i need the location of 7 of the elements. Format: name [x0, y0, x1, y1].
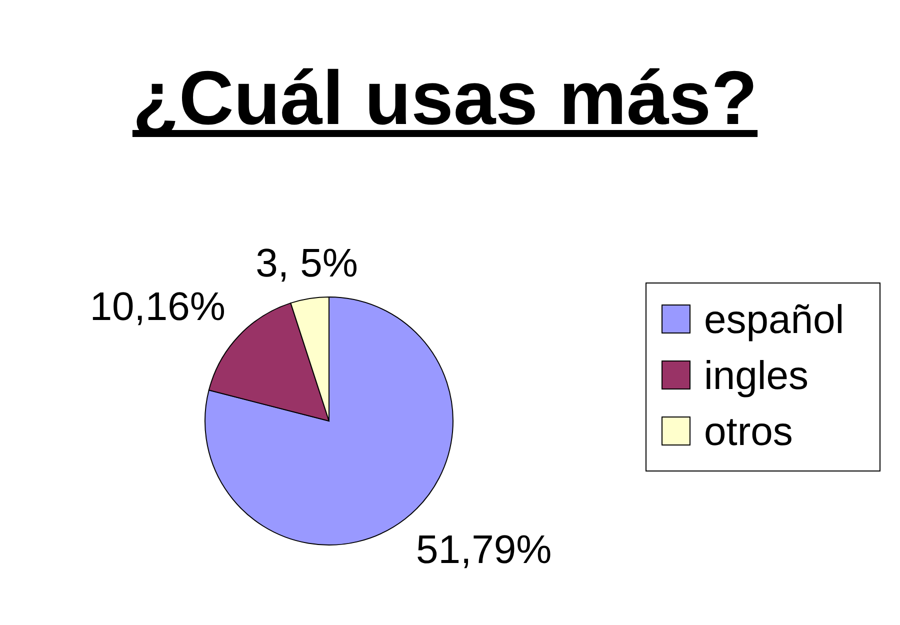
chart-title: ¿Cuál usas más?: [132, 56, 758, 141]
legend-label: español: [704, 298, 844, 342]
legend-label: otros: [704, 410, 793, 454]
text: 51,79%: [416, 528, 552, 572]
text: 10,16%: [90, 284, 226, 329]
text: 3, 5%: [256, 242, 358, 286]
legend-label: ingles: [704, 354, 809, 398]
